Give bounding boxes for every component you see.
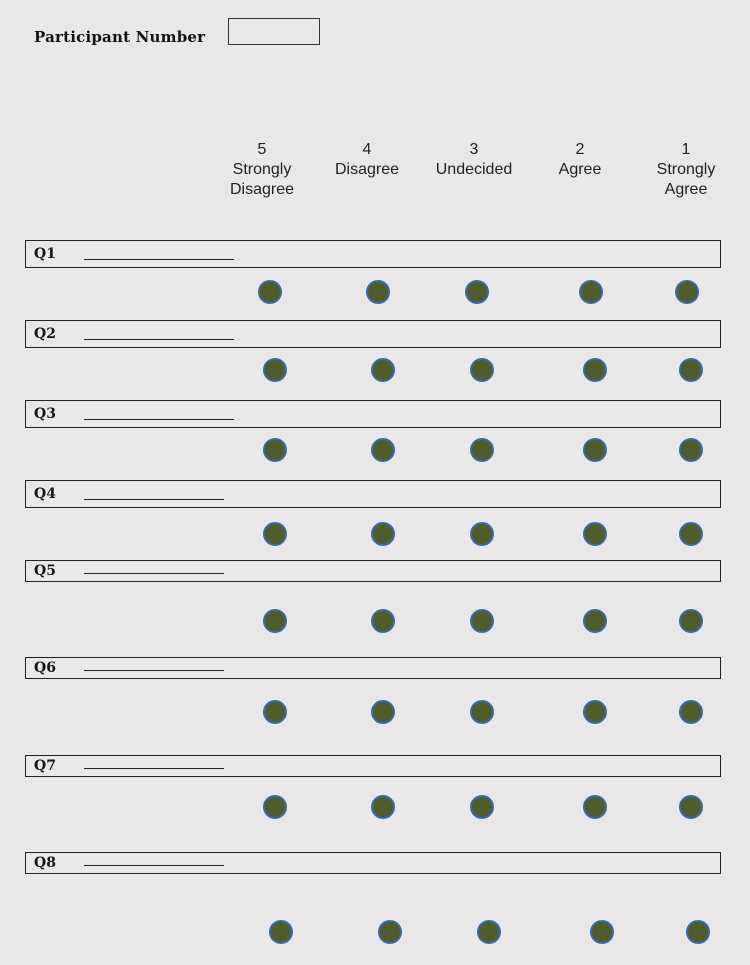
radio-q5-3[interactable]	[470, 609, 494, 633]
question-text-blank	[84, 768, 224, 769]
radio-q2-1[interactable]	[679, 358, 703, 382]
radio-q3-1[interactable]	[679, 438, 703, 462]
question-label: Q5	[34, 563, 56, 579]
scale-number: 5	[257, 141, 267, 158]
scale-label-line1: Agree	[558, 161, 602, 178]
radio-q6-2[interactable]	[583, 700, 607, 724]
question-text-blank	[84, 259, 234, 260]
scale-label-line1: Strongly	[656, 161, 716, 178]
radio-q5-2[interactable]	[583, 609, 607, 633]
scale-label-line1: Undecided	[435, 161, 513, 178]
radio-q4-3[interactable]	[470, 522, 494, 546]
radio-q2-5[interactable]	[263, 358, 287, 382]
question-label: Q4	[34, 486, 56, 502]
radio-q1-3[interactable]	[465, 280, 489, 304]
radio-q6-5[interactable]	[263, 700, 287, 724]
scale-label-line1: Disagree	[334, 161, 400, 178]
radio-q8-3[interactable]	[477, 920, 501, 944]
scale-label-line2: Agree	[664, 181, 708, 198]
question-label: Q6	[34, 660, 56, 676]
question-label: Q8	[34, 855, 56, 871]
participant-number-input[interactable]	[228, 18, 320, 45]
question-label: Q1	[34, 246, 56, 262]
radio-q4-1[interactable]	[679, 522, 703, 546]
radio-q7-2[interactable]	[583, 795, 607, 819]
radio-q2-4[interactable]	[371, 358, 395, 382]
question-label: Q3	[34, 406, 56, 422]
radio-q1-4[interactable]	[366, 280, 390, 304]
scale-number: 1	[681, 141, 691, 158]
question-box-q7: Q7	[25, 755, 721, 777]
question-label: Q7	[34, 758, 56, 774]
radio-q4-4[interactable]	[371, 522, 395, 546]
participant-number-label: Participant Number	[34, 28, 206, 46]
question-text-blank	[84, 865, 224, 866]
scale-label-line2: Disagree	[229, 181, 295, 198]
question-box-q5: Q5	[25, 560, 721, 582]
question-box-q4: Q4	[25, 480, 721, 508]
question-box-q2: Q2	[25, 320, 721, 348]
radio-q7-4[interactable]	[371, 795, 395, 819]
radio-q1-1[interactable]	[675, 280, 699, 304]
question-box-q1: Q1	[25, 240, 721, 268]
radio-q3-3[interactable]	[470, 438, 494, 462]
scale-header-2: 2 Agree	[525, 140, 635, 180]
radio-q2-2[interactable]	[583, 358, 607, 382]
scale-label-line1: Strongly	[232, 161, 292, 178]
scale-number: 4	[362, 141, 372, 158]
question-text-blank	[84, 670, 224, 671]
scale-number: 3	[469, 141, 479, 158]
radio-q7-5[interactable]	[263, 795, 287, 819]
radio-q5-1[interactable]	[679, 609, 703, 633]
question-label: Q2	[34, 326, 56, 342]
scale-header-5: 5 Strongly Disagree	[207, 140, 317, 200]
radio-q3-4[interactable]	[371, 438, 395, 462]
radio-q4-2[interactable]	[583, 522, 607, 546]
radio-q5-5[interactable]	[263, 609, 287, 633]
radio-q1-5[interactable]	[258, 280, 282, 304]
question-box-q8: Q8	[25, 852, 721, 874]
radio-q7-3[interactable]	[470, 795, 494, 819]
radio-q5-4[interactable]	[371, 609, 395, 633]
radio-q7-1[interactable]	[679, 795, 703, 819]
radio-q6-1[interactable]	[679, 700, 703, 724]
radio-q4-5[interactable]	[263, 522, 287, 546]
question-text-blank	[84, 339, 234, 340]
question-text-blank	[84, 573, 224, 574]
radio-q6-3[interactable]	[470, 700, 494, 724]
question-text-blank	[84, 419, 234, 420]
radio-q2-3[interactable]	[470, 358, 494, 382]
radio-q8-1[interactable]	[686, 920, 710, 944]
radio-q8-2[interactable]	[590, 920, 614, 944]
radio-q8-5[interactable]	[269, 920, 293, 944]
scale-header-3: 3 Undecided	[419, 140, 529, 180]
scale-header-1: 1 Strongly Agree	[631, 140, 741, 200]
question-box-q6: Q6	[25, 657, 721, 679]
scale-number: 2	[575, 141, 585, 158]
question-box-q3: Q3	[25, 400, 721, 428]
radio-q3-5[interactable]	[263, 438, 287, 462]
radio-q1-2[interactable]	[579, 280, 603, 304]
radio-q8-4[interactable]	[378, 920, 402, 944]
scale-header-4: 4 Disagree	[312, 140, 422, 180]
radio-q6-4[interactable]	[371, 700, 395, 724]
question-text-blank	[84, 499, 224, 500]
radio-q3-2[interactable]	[583, 438, 607, 462]
